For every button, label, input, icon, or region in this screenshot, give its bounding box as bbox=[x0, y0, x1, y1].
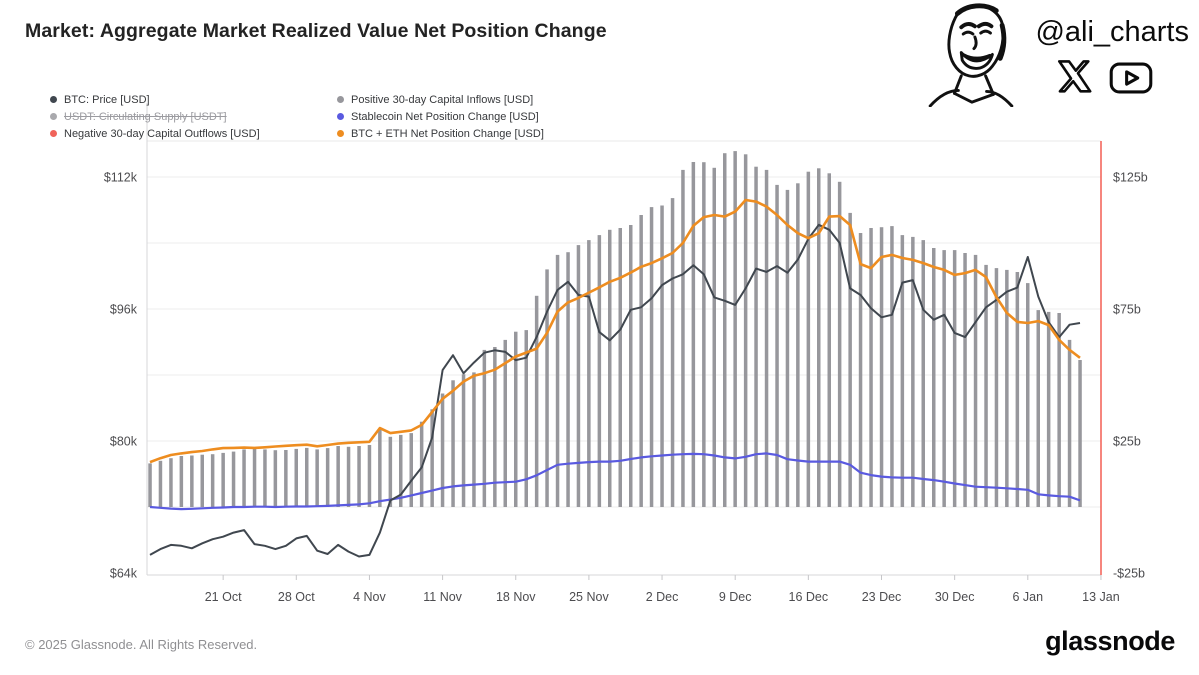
legend-label: BTC + ETH Net Position Change [USD] bbox=[351, 127, 544, 140]
legend-column-1: BTC: Price [USD] USDT: Circulating Suppl… bbox=[50, 91, 283, 142]
svg-text:4 Nov: 4 Nov bbox=[353, 590, 386, 604]
axes bbox=[146, 103, 1102, 576]
page-title: Market: Aggregate Market Realized Value … bbox=[25, 20, 607, 42]
stablecoin-line bbox=[149, 452, 1081, 511]
glassnode-wordmark: glassnode bbox=[1045, 626, 1175, 656]
inflow-bars bbox=[148, 151, 1082, 508]
gridlines bbox=[147, 140, 1101, 508]
svg-text:6 Jan: 6 Jan bbox=[1013, 590, 1044, 604]
svg-text:$112k: $112k bbox=[104, 171, 138, 185]
legend-dot-btc-eth-npc bbox=[337, 130, 344, 137]
svg-text:9 Dec: 9 Dec bbox=[719, 590, 752, 604]
legend-column-2: Positive 30-day Capital Inflows [USD] St… bbox=[337, 91, 544, 142]
author-handle[interactable]: @ali_charts bbox=[1035, 16, 1189, 48]
legend-label: USDT: Circulating Supply [USDT] bbox=[64, 110, 227, 123]
legend-dot-usdt-supply bbox=[50, 113, 57, 120]
legend: BTC: Price [USD] USDT: Circulating Suppl… bbox=[50, 91, 544, 142]
btc-eth-line bbox=[149, 198, 1081, 464]
legend-label: Stablecoin Net Position Change [USD] bbox=[351, 110, 539, 123]
btc-price-line bbox=[149, 223, 1081, 558]
y-axis-right: $125b $75b $25b -$25b bbox=[1113, 171, 1148, 581]
avatar-sketch-icon bbox=[928, 3, 1014, 107]
legend-item-usdt-supply[interactable]: USDT: Circulating Supply [USDT] bbox=[50, 108, 283, 125]
svg-text:16 Dec: 16 Dec bbox=[789, 590, 829, 604]
svg-text:$75b: $75b bbox=[1113, 303, 1141, 317]
legend-label: Positive 30-day Capital Inflows [USD] bbox=[351, 93, 534, 106]
x-logo-icon[interactable] bbox=[1055, 58, 1092, 95]
copyright-text: © 2025 Glassnode. All Rights Reserved. bbox=[25, 637, 258, 652]
legend-item-negative-outflows[interactable]: Negative 30-day Capital Outflows [USD] bbox=[50, 125, 283, 142]
legend-dot-positive-inflows bbox=[337, 96, 344, 103]
svg-text:25 Nov: 25 Nov bbox=[569, 590, 609, 604]
svg-text:18 Nov: 18 Nov bbox=[496, 590, 536, 604]
svg-text:-$25b: -$25b bbox=[1113, 567, 1145, 581]
svg-text:2 Dec: 2 Dec bbox=[646, 590, 679, 604]
svg-text:13 Jan: 13 Jan bbox=[1082, 590, 1120, 604]
legend-dot-stablecoin-npc bbox=[337, 113, 344, 120]
legend-label: BTC: Price [USD] bbox=[64, 93, 150, 106]
svg-text:$80k: $80k bbox=[110, 435, 138, 449]
svg-text:21 Oct: 21 Oct bbox=[205, 590, 242, 604]
y-axis-left: $112k $96k $80k $64k bbox=[104, 171, 138, 581]
svg-text:23 Dec: 23 Dec bbox=[862, 590, 902, 604]
legend-label: Negative 30-day Capital Outflows [USD] bbox=[64, 127, 260, 140]
svg-text:$96k: $96k bbox=[110, 303, 138, 317]
svg-text:$125b: $125b bbox=[1113, 171, 1148, 185]
legend-dot-negative-outflows bbox=[50, 130, 57, 137]
youtube-logo-icon[interactable] bbox=[1109, 62, 1153, 94]
legend-item-positive-inflows[interactable]: Positive 30-day Capital Inflows [USD] bbox=[337, 91, 544, 108]
svg-text:$25b: $25b bbox=[1113, 435, 1141, 449]
svg-text:11 Nov: 11 Nov bbox=[423, 590, 462, 604]
x-axis: 21 Oct 28 Oct 4 Nov 11 Nov 18 Nov 25 Nov 2 Dec… bbox=[205, 575, 1120, 604]
svg-text:30 Dec: 30 Dec bbox=[935, 590, 975, 604]
legend-item-stablecoin-npc[interactable]: Stablecoin Net Position Change [USD] bbox=[337, 108, 544, 125]
svg-text:28 Oct: 28 Oct bbox=[278, 590, 315, 604]
legend-item-btc-price[interactable]: BTC: Price [USD] bbox=[50, 91, 283, 108]
legend-dot-btc-price bbox=[50, 96, 57, 103]
plot-area[interactable] bbox=[147, 141, 1101, 575]
svg-text:$64k: $64k bbox=[110, 567, 138, 581]
legend-item-btc-eth-npc[interactable]: BTC + ETH Net Position Change [USD] bbox=[337, 125, 544, 142]
